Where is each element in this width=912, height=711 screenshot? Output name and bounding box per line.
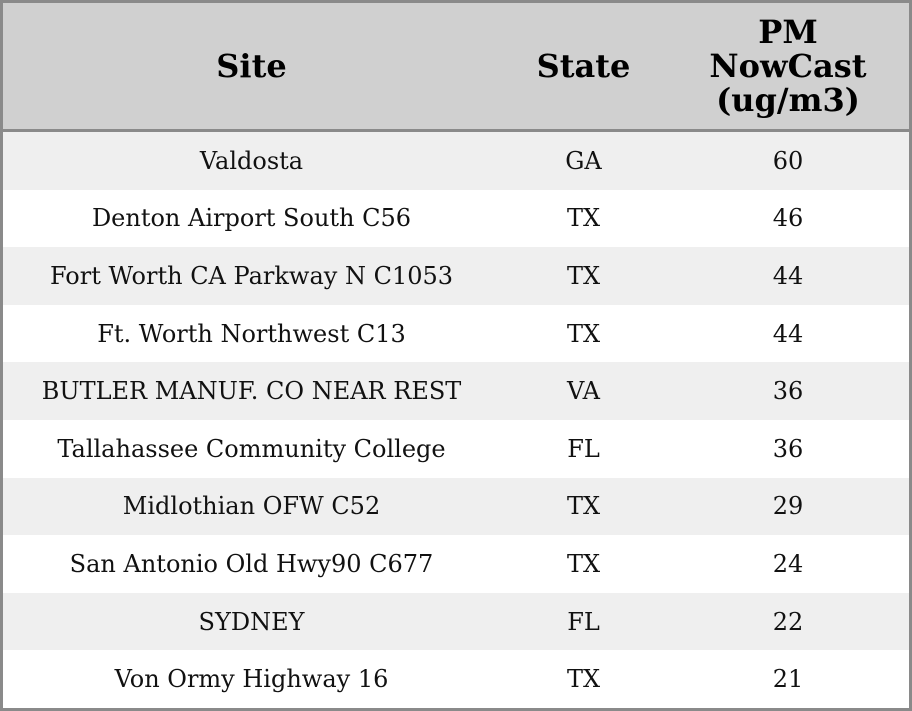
table-cell: 46 [667, 189, 909, 248]
column-header-text: State [536, 47, 631, 85]
table-cell: 29 [667, 477, 909, 536]
table-cell: FL [500, 419, 667, 478]
table-cell: TX [500, 189, 667, 248]
table-cell: TX [500, 247, 667, 305]
table-cell: 60 [667, 130, 909, 190]
table-row: Valdosta GA 60 [3, 130, 909, 190]
table-cell: 36 [667, 419, 909, 478]
table-row: Denton Airport South C56 TX 46 [3, 189, 909, 248]
column-header: State [500, 3, 667, 132]
column-header-text: Site [216, 47, 287, 85]
table-cell: 22 [667, 592, 909, 651]
table-cell: Midlothian OFW C52 [3, 477, 500, 536]
table-cell: San Antonio Old Hwy90 C677 [3, 535, 500, 593]
table-cell: FL [500, 592, 667, 651]
column-header: PM NowCast (ug/m3) [667, 3, 909, 132]
table-row: Midlothian OFW C52 TX 29 [3, 477, 909, 536]
table-cell: Fort Worth CA Parkway N C1053 [3, 247, 500, 305]
table-cell: Tallahassee Community College [3, 419, 500, 478]
table-row: San Antonio Old Hwy90 C677 TX 24 [3, 535, 909, 593]
table-cell: Von Ormy Highway 16 [3, 650, 500, 708]
column-header-text: PM NowCast (ug/m3) [709, 13, 867, 119]
table-cell: TX [500, 477, 667, 536]
table-row: Tallahassee Community College FL 36 [3, 419, 909, 478]
table-cell: 21 [667, 650, 909, 708]
table-row: Von Ormy Highway 16 TX 21 [3, 650, 909, 708]
table-cell: 44 [667, 247, 909, 305]
column-header: Site [3, 3, 500, 132]
table-row: Fort Worth CA Parkway N C1053 TX 44 [3, 247, 909, 305]
table-cell: TX [500, 304, 667, 363]
table-cell: SYDNEY [3, 592, 500, 651]
table-body: Valdosta GA 60 Denton Airport South C56 TX 46… [3, 130, 909, 708]
table-row: Ft. Worth Northwest C13 TX 44 [3, 304, 909, 363]
table-cell: BUTLER MANUF. CO NEAR REST [3, 362, 500, 420]
header-row: Site State PM NowCast (ug/m3) [3, 3, 909, 132]
table-cell: Valdosta [3, 130, 500, 190]
table-cell: Ft. Worth Northwest C13 [3, 304, 500, 363]
table-cell: VA [500, 362, 667, 420]
table-cell: 44 [667, 304, 909, 363]
table-row: SYDNEY FL 22 [3, 592, 909, 651]
table-cell: Denton Airport South C56 [3, 189, 500, 248]
table-cell: 24 [667, 535, 909, 593]
table-cell: 36 [667, 362, 909, 420]
table-cell: TX [500, 650, 667, 708]
data-table: Site State PM NowCast (ug/m3) Valdosta GA 60… [3, 3, 909, 708]
table-cell: GA [500, 130, 667, 190]
table-row: BUTLER MANUF. CO NEAR REST VA 36 [3, 362, 909, 420]
table-cell: TX [500, 535, 667, 593]
